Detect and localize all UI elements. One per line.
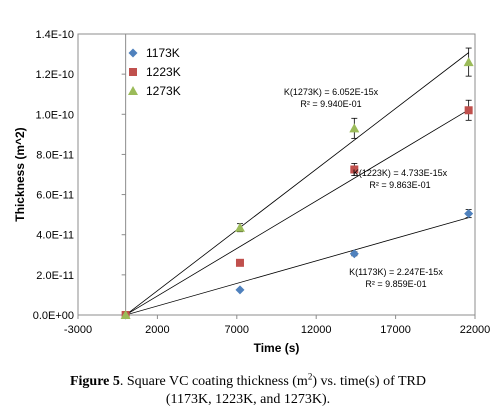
legend-label-1223K: 1223K <box>146 65 181 79</box>
fit-equation-1173K: K(1173K) = 2.247E-15x <box>349 267 443 277</box>
data-point-1223K <box>464 106 473 115</box>
fit-equation-1273K: K(1273K) = 6.052E-15x <box>284 87 379 97</box>
data-point-1273K <box>349 123 360 133</box>
x-tick-label: 7000 <box>225 324 249 336</box>
legend-label-1173K: 1173K <box>146 46 180 60</box>
caption-label: Figure 5 <box>69 374 120 389</box>
y-tick-label: 1.2E-10 <box>35 69 74 81</box>
data-point-1173K <box>235 285 245 295</box>
x-tick-label: 2000 <box>145 324 169 336</box>
caption-superscript: 2 <box>307 371 313 382</box>
y-tick-label: 8.0E-11 <box>36 149 74 161</box>
x-tick-label: 12000 <box>301 324 332 336</box>
caption-text-1: . Square VC coating thickness (m <box>119 374 308 389</box>
data-point-1273K <box>463 57 474 67</box>
x-tick-label: 17000 <box>380 324 411 336</box>
y-tick-label: 6.0E-11 <box>36 190 74 202</box>
data-point-1173K <box>464 209 474 219</box>
data-point-1223K <box>350 165 359 174</box>
y-tick-label: 1.4E-10 <box>35 29 74 41</box>
data-point-1223K <box>235 258 244 267</box>
fit-equation-1223K: K(1223K) = 4.733E-15x <box>353 168 448 178</box>
legend-marker-1223K <box>129 68 137 76</box>
x-axis-title: Time (s) <box>254 341 300 355</box>
fit-r2-1273K: R² = 9.940E-01 <box>300 99 361 109</box>
figure-caption: Figure 5. Square VC coating thickness (m… <box>0 371 496 409</box>
y-tick-label: 4.0E-11 <box>36 230 74 242</box>
fit-r2-1173K: R² = 9.859E-01 <box>365 279 426 289</box>
y-tick-label: 0.0E+00 <box>33 310 74 322</box>
fit-r2-1223K: R² = 9.863E-01 <box>369 180 430 190</box>
trendline-1223K <box>125 109 469 316</box>
data-point-1173K <box>349 249 359 259</box>
legend-marker-1173K <box>128 48 138 58</box>
y-tick-label: 2.0E-11 <box>36 270 74 282</box>
caption-text-2: ) vs. time(s) of TRD <box>312 374 427 389</box>
data-point-1273K <box>120 310 131 319</box>
chart: 0.0E+00 2.0E-11 4.0E-11 6.0E-11 8.0E-11 1.0E-… <box>13 29 491 355</box>
trendline-1273K <box>125 52 469 316</box>
data-point-1273K <box>234 222 245 232</box>
caption-line-2: (1173K, 1223K, and 1273K). <box>165 392 331 407</box>
x-tick-label: 22000 <box>460 324 491 336</box>
y-tick-label: 1.0E-10 <box>35 109 74 121</box>
legend-label-1273K: 1273K <box>146 84 181 98</box>
legend-marker-1273K <box>128 86 138 95</box>
trendline-1173K <box>125 217 469 316</box>
x-tick-label: -3000 <box>64 324 92 336</box>
y-axis-title: Thickness (m^2) <box>13 127 27 221</box>
